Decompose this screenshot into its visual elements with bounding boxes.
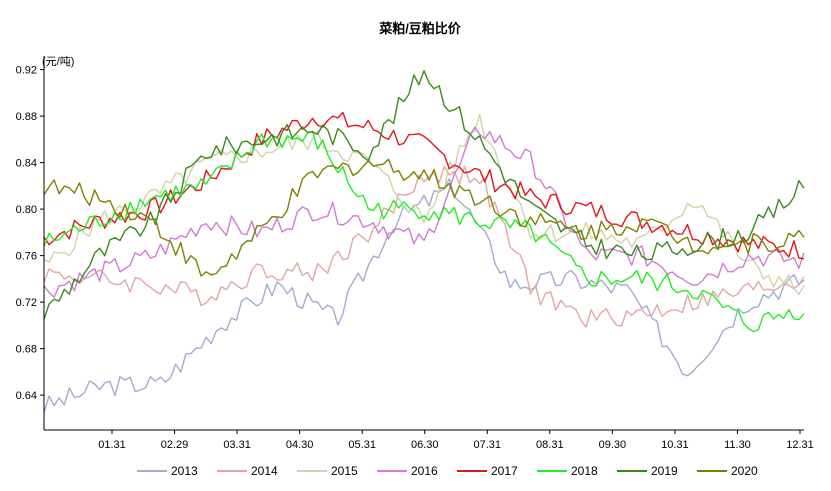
series-line-2015 [43, 113, 805, 296]
series-line-2019 [43, 69, 805, 320]
y-tick-label: 0.80 [16, 204, 37, 216]
series-line-2014 [43, 165, 805, 328]
legend-label-2016: 2016 [411, 464, 438, 478]
legend-label-2019: 2019 [651, 464, 678, 478]
y-tick-label: 0.88 [16, 111, 37, 123]
x-tick-label: 02.29 [161, 439, 189, 451]
series-line-2020 [43, 158, 805, 277]
x-tick-label: 10.31 [661, 439, 689, 451]
series-line-2016 [43, 126, 805, 298]
series-layer [43, 69, 805, 413]
axes-layer: 0.64 0.68 0.72 0.76 0.80 0.84 0.88 0.92 01.31 02.… [16, 56, 814, 451]
series-line-2017 [43, 111, 805, 260]
y-tick-label: 0.84 [16, 158, 37, 170]
y-tick-label: 0.72 [16, 297, 37, 309]
legend-label-2020: 2020 [731, 464, 758, 478]
x-tick-label: 04.30 [286, 439, 314, 451]
x-tick-label: 12.31 [786, 439, 814, 451]
x-tick-label: 06.30 [411, 439, 439, 451]
legend-label-2017: 2017 [491, 464, 518, 478]
y-axis-unit-label: (元/吨) [42, 55, 74, 68]
y-tick-label: 0.76 [16, 251, 37, 263]
x-tick-label: 07.31 [474, 439, 502, 451]
legend-label-2015: 2015 [331, 464, 358, 478]
x-tick-label: 11.30 [724, 439, 751, 451]
y-tick-label: 0.92 [16, 65, 37, 77]
legend-label-2018: 2018 [571, 464, 598, 478]
y-tick-label: 0.68 [16, 344, 37, 356]
y-tick-label: 0.64 [16, 390, 37, 402]
x-tick-label: 09.30 [599, 439, 627, 451]
legend-label-2013: 2013 [171, 464, 198, 478]
x-tick-label: 01.31 [98, 439, 126, 451]
x-tick-label: 03.31 [223, 439, 251, 451]
legend-label-2014: 2014 [251, 464, 278, 478]
x-tick-label: 08.31 [536, 439, 564, 451]
chart-title: 菜粕/豆粕比价 [378, 21, 462, 36]
x-tick-label: 05.31 [348, 439, 376, 451]
series-line-2013 [43, 178, 805, 413]
legend: 2013 2014 2015 2016 2017 2018 2019 2020 [137, 464, 758, 478]
